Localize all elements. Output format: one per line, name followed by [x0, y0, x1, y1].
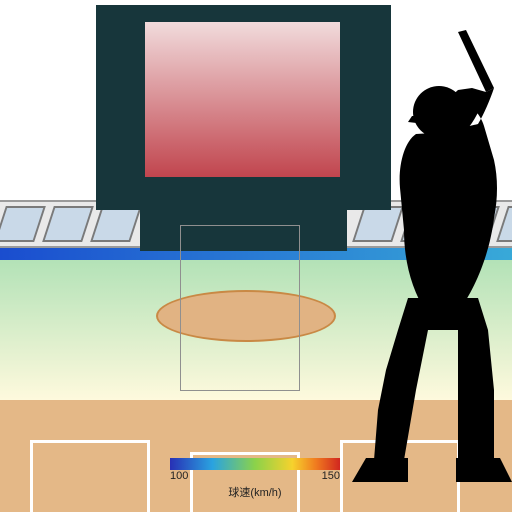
batters-box-left: [30, 440, 150, 512]
strike-zone: [180, 225, 300, 391]
batter-silhouette: [308, 30, 512, 500]
legend-tick-min: 100: [170, 470, 188, 482]
pitch-chart-scene: 100 150 球速(km/h): [0, 0, 512, 512]
